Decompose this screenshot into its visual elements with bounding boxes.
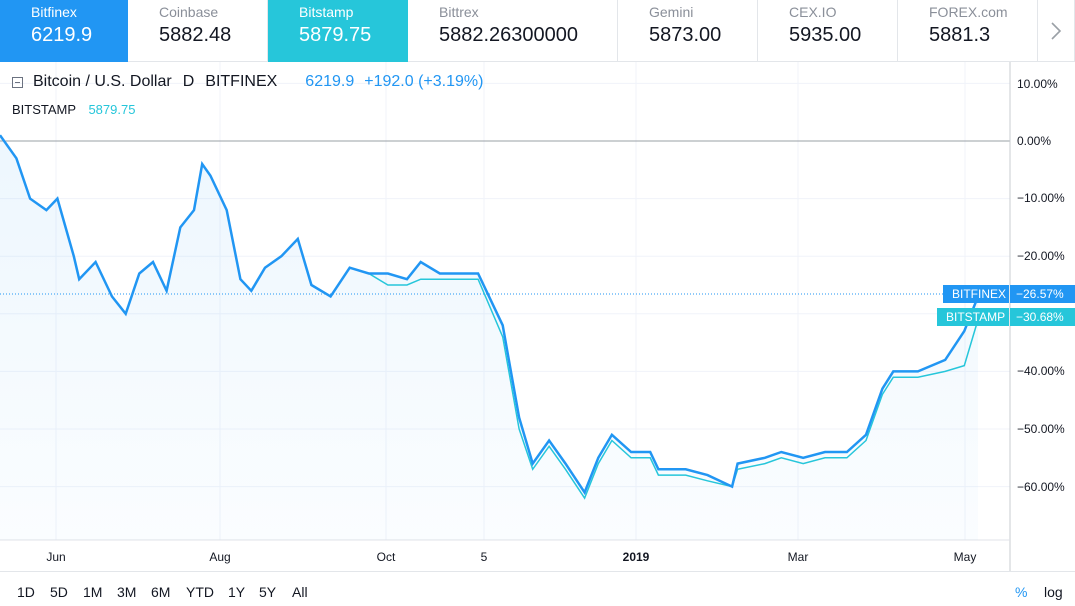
tab-value: 6219.9 xyxy=(31,24,93,46)
tab-bittrex[interactable]: Bittrex 5882.26300000 xyxy=(408,0,618,62)
y-tick-label: −40.00% xyxy=(1017,364,1065,378)
tab-name: Bittrex xyxy=(439,4,479,20)
bitfinex-area xyxy=(0,135,978,540)
tab-value: 5882.26300000 xyxy=(439,24,579,46)
x-tick-label: Oct xyxy=(376,550,396,564)
chevron-right-icon xyxy=(1051,21,1062,40)
timeframe-1d[interactable]: 1D xyxy=(17,584,35,600)
exchange-tabs: Bitfinex 6219.9 Coinbase 5882.48 Bitstam… xyxy=(0,0,1075,62)
bitfinex-line xyxy=(0,134,980,496)
tab-bitfinex[interactable]: Bitfinex 6219.9 xyxy=(0,0,128,62)
y-tick-label: −60.00% xyxy=(1017,480,1065,494)
tab-gemini[interactable]: Gemini 5873.00 xyxy=(618,0,758,62)
tab-value: 5879.75 xyxy=(299,24,372,46)
timeframe-1y[interactable]: 1Y xyxy=(228,584,246,600)
x-tick-label: 2019 xyxy=(622,550,650,564)
percent-scale-toggle[interactable]: % xyxy=(1015,584,1028,600)
compare-legend: BITSTAMP 5879.75 xyxy=(12,102,135,117)
tab-bitstamp[interactable]: Bitstamp 5879.75 xyxy=(268,0,408,62)
y-tick-label: −50.00% xyxy=(1017,422,1065,436)
tab-name: Gemini xyxy=(649,4,694,20)
timeframe-3m[interactable]: 3M xyxy=(117,584,137,600)
timeframe-1m[interactable]: 1M xyxy=(83,584,103,600)
bitfinex-price-value: −26.57% xyxy=(1010,285,1075,303)
x-tick-label: 5 xyxy=(480,550,488,564)
x-tick-label: Aug xyxy=(209,550,231,564)
bottom-toolbar: 1D 5D 1M 3M 6M YTD 1Y 5Y All % log xyxy=(0,571,1075,606)
timeframe-6m[interactable]: 6M xyxy=(151,584,171,600)
y-tick-label: −10.00% xyxy=(1017,191,1065,205)
legend-price: 6219.9 xyxy=(305,73,355,90)
timeframe-5y[interactable]: 5Y xyxy=(259,584,277,600)
bitfinex-price-tag: BITFINEX xyxy=(943,285,1009,303)
y-tick-label: −20.00% xyxy=(1017,249,1065,263)
log-scale-toggle[interactable]: log xyxy=(1044,584,1063,600)
tab-name: Coinbase xyxy=(159,4,219,20)
tab-coinbase[interactable]: Coinbase 5882.48 xyxy=(128,0,268,62)
legend-symbol: Bitcoin / U.S. Dollar xyxy=(33,73,172,90)
legend-interval: D xyxy=(182,73,195,90)
tab-value: 5935.00 xyxy=(789,24,862,46)
y-tick-label: 10.00% xyxy=(1017,77,1058,91)
tab-name: Bitstamp xyxy=(299,4,354,20)
tab-forexcom[interactable]: FOREX.com 5881.3 xyxy=(898,0,1038,62)
compare-symbol: BITSTAMP xyxy=(12,102,76,117)
tab-name: CEX.IO xyxy=(789,4,837,20)
tab-cexio[interactable]: CEX.IO 5935.00 xyxy=(758,0,898,62)
legend-exchange: BITFINEX xyxy=(205,73,278,90)
compare-price: 5879.75 xyxy=(88,102,136,117)
x-tick-label: Mar xyxy=(787,550,809,564)
x-tick-label: May xyxy=(953,550,977,564)
bitstamp-price-tag: BITSTAMP xyxy=(937,308,1009,326)
collapse-legend-icon[interactable] xyxy=(12,76,23,88)
y-tick-label: 0.00% xyxy=(1017,134,1052,148)
tab-value: 5881.3 xyxy=(929,24,991,46)
timeframe-all[interactable]: All xyxy=(292,584,308,600)
tab-name: Bitfinex xyxy=(31,4,77,20)
x-tick-label: Jun xyxy=(46,550,66,564)
timeframe-ytd[interactable]: YTD xyxy=(186,584,214,600)
timeframe-5d[interactable]: 5D xyxy=(50,584,68,600)
legend-change: +192.0 (+3.19%) xyxy=(364,73,484,90)
tab-value: 5873.00 xyxy=(649,24,722,46)
tab-value: 5882.48 xyxy=(159,24,232,46)
bitstamp-price-value: −30.68% xyxy=(1010,308,1075,326)
tab-name: FOREX.com xyxy=(929,4,1008,20)
main-legend: Bitcoin / U.S. Dollar D BITFINEX 6219.9 … xyxy=(12,73,483,91)
